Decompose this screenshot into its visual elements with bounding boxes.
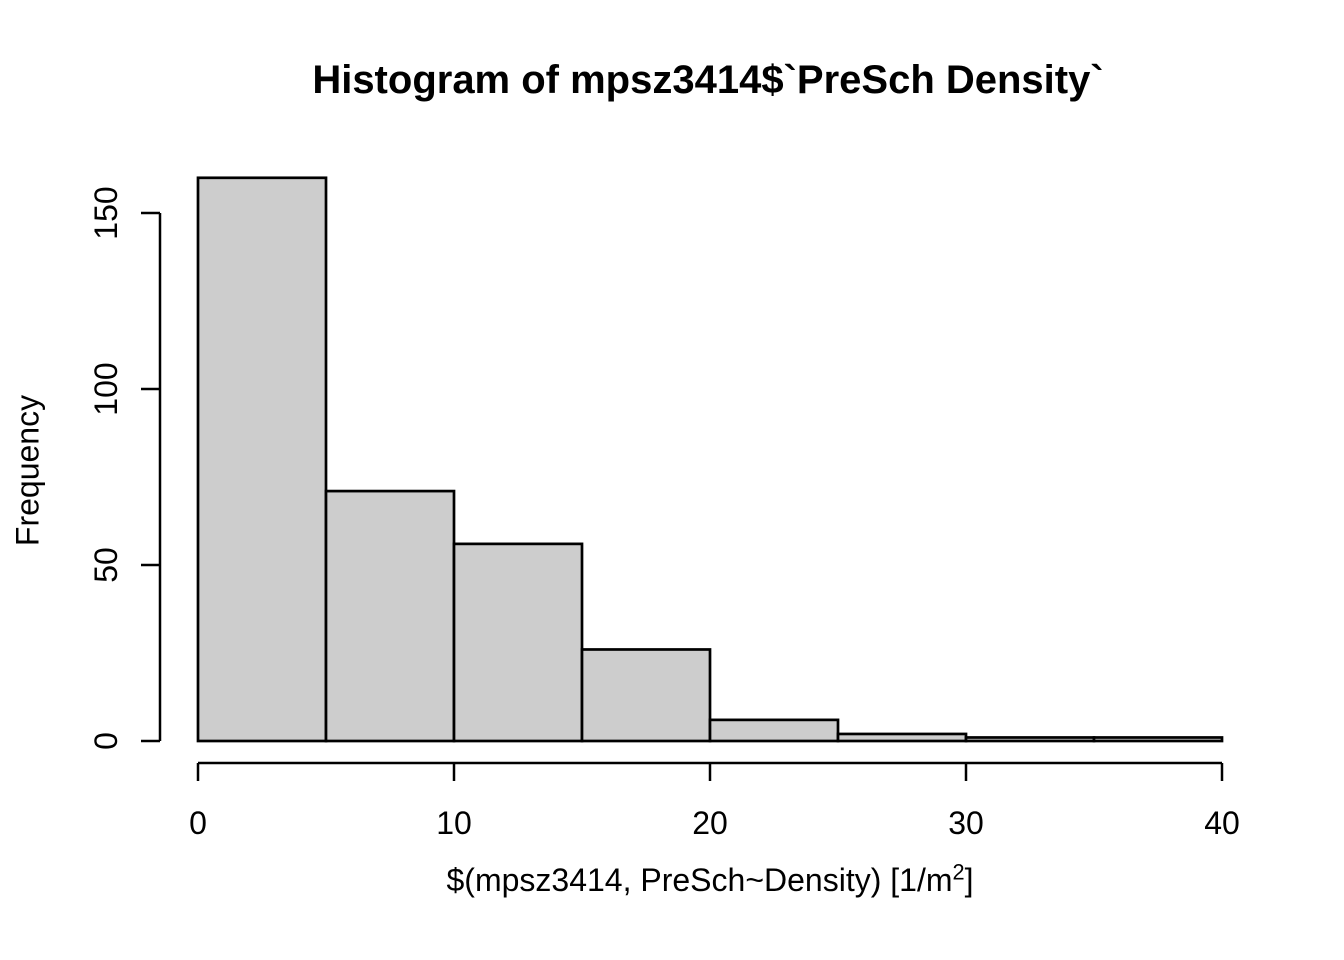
x-axis-tick-label: 0 xyxy=(189,805,207,841)
histogram-bar xyxy=(196,176,328,743)
x-axis-tick-label: 40 xyxy=(1204,805,1240,841)
y-axis-tick-label: 150 xyxy=(88,186,124,239)
y-axis-tick-label: 0 xyxy=(88,732,124,750)
histogram-bar xyxy=(964,736,1096,743)
histogram-bar xyxy=(836,732,968,743)
histogram-bar xyxy=(708,718,840,743)
chart-title: Histogram of mpsz3414$`PreSch Density` xyxy=(0,58,1344,103)
x-axis-tick-label: 30 xyxy=(948,805,984,841)
y-axis-title: Frequency xyxy=(9,394,46,547)
x-axis-title: $(mpsz3414, PreSch~Density) [1/m2] xyxy=(0,859,1344,899)
chart-title-text: Histogram of mpsz3414$`PreSch Density` xyxy=(312,58,1104,102)
histogram-bar xyxy=(1092,736,1224,743)
x-axis-tick-label: 10 xyxy=(436,805,472,841)
histogram-bar xyxy=(580,648,712,743)
x-axis-title-text: $(mpsz3414, PreSch~Density) [1/m xyxy=(446,862,953,898)
histogram-bar xyxy=(452,542,584,743)
x-axis-tick-label: 20 xyxy=(692,805,728,841)
x-axis-title-close-bracket: ] xyxy=(964,862,974,898)
y-axis-tick-label: 50 xyxy=(88,547,124,583)
x-axis-title-superscript: 2 xyxy=(952,859,965,885)
histogram-bar xyxy=(324,489,456,743)
y-axis-tick-label: 100 xyxy=(88,362,124,415)
